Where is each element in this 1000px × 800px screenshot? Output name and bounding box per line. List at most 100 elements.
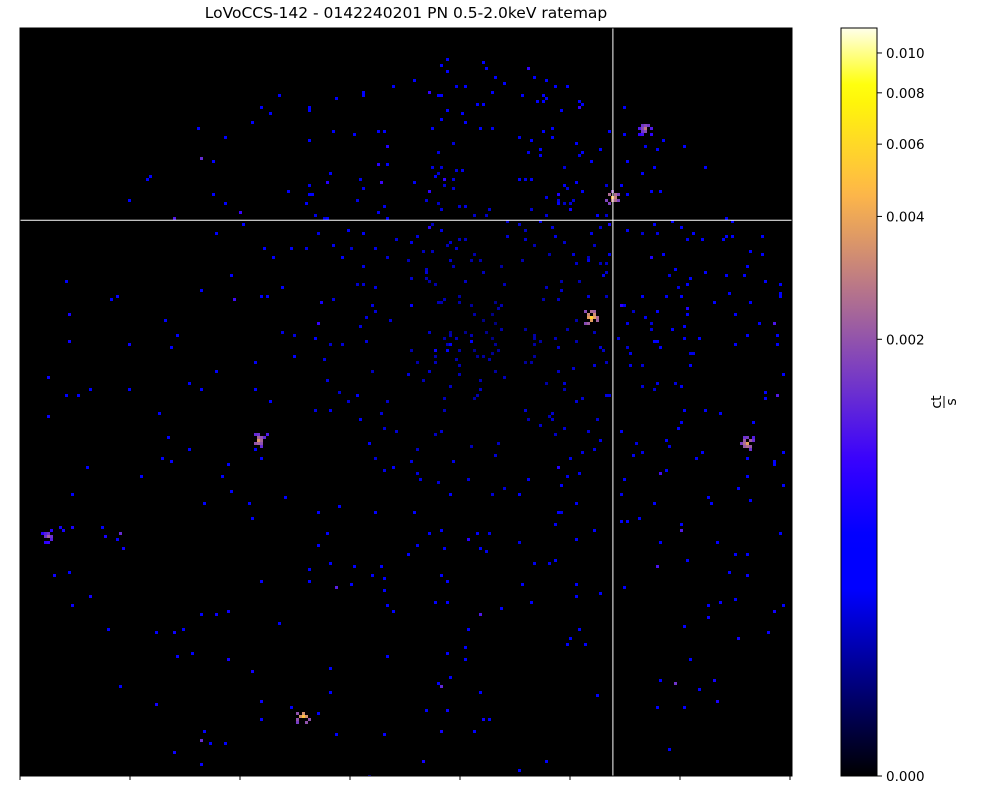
count-pixel xyxy=(314,409,317,412)
count-pixel xyxy=(257,433,260,436)
count-pixel xyxy=(683,145,686,148)
count-pixel xyxy=(260,718,263,721)
count-pixel xyxy=(500,328,503,331)
count-pixel xyxy=(776,343,779,346)
count-pixel xyxy=(482,319,485,322)
count-pixel xyxy=(593,529,596,532)
count-pixel xyxy=(434,175,437,178)
count-pixel xyxy=(749,499,752,502)
count-pixel xyxy=(689,352,692,355)
count-pixel xyxy=(575,595,578,598)
count-pixel xyxy=(50,529,53,532)
count-pixel xyxy=(326,379,329,382)
count-pixel xyxy=(650,256,653,259)
count-pixel xyxy=(47,535,50,538)
count-pixel xyxy=(410,460,413,463)
count-pixel xyxy=(242,223,245,226)
count-pixel xyxy=(278,622,281,625)
count-pixel xyxy=(305,721,308,724)
count-pixel xyxy=(440,166,443,169)
count-pixel xyxy=(425,271,428,274)
count-pixel xyxy=(263,247,266,250)
count-pixel xyxy=(560,289,563,292)
count-pixel xyxy=(119,532,122,535)
count-pixel xyxy=(386,145,389,148)
count-pixel xyxy=(530,208,533,211)
count-pixel xyxy=(239,211,242,214)
count-pixel xyxy=(677,286,680,289)
count-pixel xyxy=(260,442,263,445)
count-pixel xyxy=(383,589,386,592)
count-pixel xyxy=(779,532,782,535)
count-pixel xyxy=(623,478,626,481)
count-pixel xyxy=(749,301,752,304)
count-pixel xyxy=(353,133,356,136)
count-pixel xyxy=(698,688,701,691)
count-pixel xyxy=(575,319,578,322)
count-pixel xyxy=(569,637,572,640)
count-pixel xyxy=(683,409,686,412)
count-pixel xyxy=(551,226,554,229)
count-pixel xyxy=(467,478,470,481)
count-pixel xyxy=(596,214,599,217)
count-pixel xyxy=(740,442,743,445)
count-pixel xyxy=(356,394,359,397)
count-pixel xyxy=(320,301,323,304)
count-pixel xyxy=(314,214,317,217)
count-pixel xyxy=(47,376,50,379)
count-pixel xyxy=(365,316,368,319)
count-pixel xyxy=(605,214,608,217)
count-pixel xyxy=(473,397,476,400)
count-pixel xyxy=(68,340,71,343)
count-pixel xyxy=(578,100,581,103)
count-pixel xyxy=(224,136,227,139)
count-pixel xyxy=(482,103,485,106)
count-pixel xyxy=(251,121,254,124)
count-pixel xyxy=(641,130,644,133)
count-pixel xyxy=(356,199,359,202)
count-pixel xyxy=(734,553,737,556)
count-pixel xyxy=(575,583,578,586)
count-pixel xyxy=(446,70,449,73)
colorbar-gradient xyxy=(841,28,877,776)
count-pixel xyxy=(479,388,482,391)
count-pixel xyxy=(260,457,263,460)
count-pixel xyxy=(104,535,107,538)
count-pixel xyxy=(362,187,365,190)
count-pixel xyxy=(71,526,74,529)
count-pixel xyxy=(416,448,419,451)
count-pixel xyxy=(146,178,149,181)
count-pixel xyxy=(500,304,503,307)
count-pixel xyxy=(746,553,749,556)
count-pixel xyxy=(734,343,737,346)
count-pixel xyxy=(431,250,434,253)
count-pixel xyxy=(644,145,647,148)
count-pixel xyxy=(563,202,566,205)
count-pixel xyxy=(443,298,446,301)
count-pixel xyxy=(623,586,626,589)
count-pixel xyxy=(695,457,698,460)
count-pixel xyxy=(44,535,47,538)
count-pixel xyxy=(374,286,377,289)
count-pixel xyxy=(572,253,575,256)
count-pixel xyxy=(380,412,383,415)
count-pixel xyxy=(452,187,455,190)
count-pixel xyxy=(455,169,458,172)
count-pixel xyxy=(527,478,530,481)
count-pixel xyxy=(440,574,443,577)
count-pixel xyxy=(698,337,701,340)
count-pixel xyxy=(527,67,530,70)
count-pixel xyxy=(458,364,461,367)
count-pixel xyxy=(467,538,470,541)
count-pixel xyxy=(203,730,206,733)
count-pixel xyxy=(533,355,536,358)
count-pixel xyxy=(428,91,431,94)
count-pixel xyxy=(545,196,548,199)
count-pixel xyxy=(641,232,644,235)
count-pixel xyxy=(734,598,737,601)
count-pixel xyxy=(683,325,686,328)
count-pixel xyxy=(416,544,419,547)
count-pixel xyxy=(608,253,611,256)
count-pixel xyxy=(452,178,455,181)
